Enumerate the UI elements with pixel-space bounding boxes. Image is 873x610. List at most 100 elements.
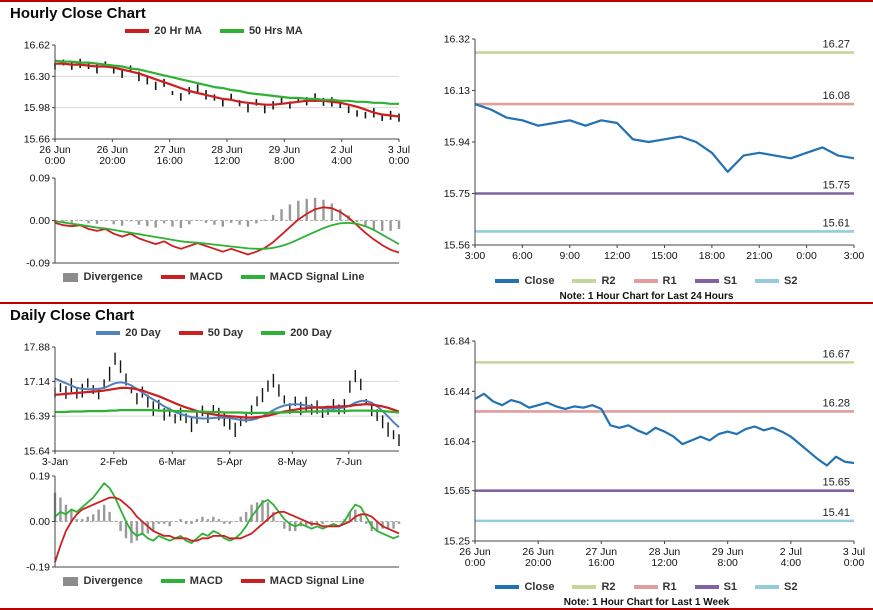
y-tick-label: 16.13 [444,85,470,97]
y-tick-label: 16.32 [444,34,470,46]
legend-item-divergence: Divergence [63,271,143,283]
series-20-hr-ma [55,62,400,118]
x-tick-label: 29 Jun 8:00 [712,546,744,569]
legend-label: 50 Day [207,327,244,339]
hourly-pivot-chart: 16.27 16.08 15.75 15.61 16.32 16.13 15.94 15.75… [425,27,868,273]
x-tick-label: 26 Jun 20:00 [97,144,129,167]
legend-label: R1 [662,581,677,593]
series-20-day [54,377,400,429]
s1-swatch-icon [694,585,719,589]
legend-label: 20 Day [125,327,161,339]
ref-label-s2: 15.41 [822,507,850,519]
hourly-pivot-chart-canvas: 16.27 16.08 15.75 15.61 16.32 16.13 15.94 15.75… [444,34,865,263]
legend-label: 50 Hrs MA [248,25,303,37]
legend-label: R2 [601,275,616,287]
legend-item-macd: MACD [160,575,223,587]
legend-label: R2 [601,581,616,593]
weekly-pivot-legend: Close R2 R1 S1 S2 [486,581,806,593]
ref-label-r1: 16.28 [822,397,850,409]
s1-swatch-icon [694,279,719,283]
y-tick-label: 15.98 [24,102,50,114]
candlesticks [54,352,400,447]
x-tick-label: 15:00 [651,250,677,262]
close-swatch-icon [495,585,520,589]
y-tick-label: 16.30 [24,71,50,83]
r2-swatch-icon [572,279,597,283]
hourly-left-column: 20 Hr MA 50 Hrs MA 16.62 16.30 15.98 15.66 26… [4,23,424,285]
legend-label: Close [524,581,555,593]
weekly-pivot-chart-canvas: 16.67 16.28 15.65 15.41 16.84 16.44 16.04 15.65… [444,336,865,570]
legend-label: S2 [784,275,798,287]
top-divider [0,0,873,2]
y-tick-label: 15.65 [444,485,470,497]
legend-label: S1 [723,581,738,593]
r1-swatch-icon [633,585,658,589]
x-tick-label: 27 Jun 16:00 [154,144,186,167]
legend-label: Divergence [83,575,143,587]
daily-right-column: 16.67 16.28 15.65 15.41 16.84 16.44 16.04 15.65… [424,325,869,609]
r1-swatch-icon [633,279,658,283]
legend-item-macd-signal-line: MACD Signal Line [240,271,365,283]
y-tick-label: 0.09 [30,173,51,185]
hourly-price-legend: 20 Hr MA 50 Hrs MA [116,25,311,37]
x-tick-label: 3 Jul 0:00 [388,144,410,167]
x-tick-label: 21:00 [746,250,772,262]
x-tick-label: 6:00 [512,250,533,262]
x-tick-label: 3-Jan [42,456,68,468]
x-tick-label: 28 Jun 12:00 [649,546,681,569]
daily-price-legend: 20 Day 50 Day 200 Day [87,327,341,339]
x-tick-label: 8-May [278,456,308,468]
daily-macd-chart-canvas: 0.19 0.00 -0.19 [26,471,401,574]
series-50-day [54,386,400,419]
series-200-day [55,408,400,415]
divergence-bars [53,492,401,544]
hourly-macd-legend: Divergence MACD MACD Signal Line [54,271,373,283]
series-macd-signal-line [54,496,400,563]
x-tick-label: 26 Jun 20:00 [522,546,554,569]
legend-item-20-day: 20 Day [96,327,161,339]
200-day-swatch-icon [261,331,286,335]
x-tick-label: 26 Jun 0:00 [459,546,491,569]
legend-item-s2: S2 [755,275,798,287]
y-tick-label: 17.88 [24,342,50,354]
x-tick-label: 12:00 [604,250,630,262]
series-close [474,103,855,173]
x-tick-label: 26 Jun 0:00 [39,144,71,167]
legend-label: S1 [723,275,738,287]
hourly-section-title: Hourly Close Chart [10,5,146,22]
legend-label: MACD [189,575,223,587]
hourly-pivot-legend: Close R2 R1 S1 S2 [486,275,806,287]
legend-item-s2: S2 [755,581,798,593]
legend-item-close: Close [495,581,554,593]
hourly-macd-chart: 0.09 0.00 -0.09 [9,173,419,270]
hourly-note: Note: 1 Hour Chart for Last 24 Hours [559,291,734,302]
legend-item-s1: S1 [694,581,738,593]
x-tick-label: 27 Jun 16:00 [586,546,618,569]
series-macd [54,206,400,256]
x-tick-label: 3:00 [465,250,486,262]
y-tick-label: 16.62 [24,40,50,52]
legend-label: 20 Hr MA [154,25,202,37]
legend-label: Divergence [83,271,143,283]
y-tick-label: 15.75 [444,188,470,200]
legend-item-200-day: 200 Day [261,327,332,339]
y-tick-label: -0.19 [26,562,50,574]
r2-swatch-icon [572,585,597,589]
legend-item-s1: S1 [694,275,738,287]
series-macd [54,482,400,544]
legend-item-r1: R1 [633,275,677,287]
y-tick-label: -0.09 [26,258,50,270]
macd-swatch-icon [160,275,185,279]
y-tick-label: 16.84 [444,336,470,348]
hourly-macd-chart-canvas: 0.09 0.00 -0.09 [26,173,401,270]
legend-label: MACD Signal Line [269,271,365,283]
divergence-bars [53,197,401,231]
x-tick-label: 9:00 [560,250,581,262]
legend-item-r1: R1 [633,581,677,593]
x-tick-label: 2-Feb [100,456,128,468]
series-close [474,392,855,467]
x-tick-label: 28 Jun 12:00 [211,144,243,167]
x-tick-label: 2 Jul 4:00 [331,144,353,167]
